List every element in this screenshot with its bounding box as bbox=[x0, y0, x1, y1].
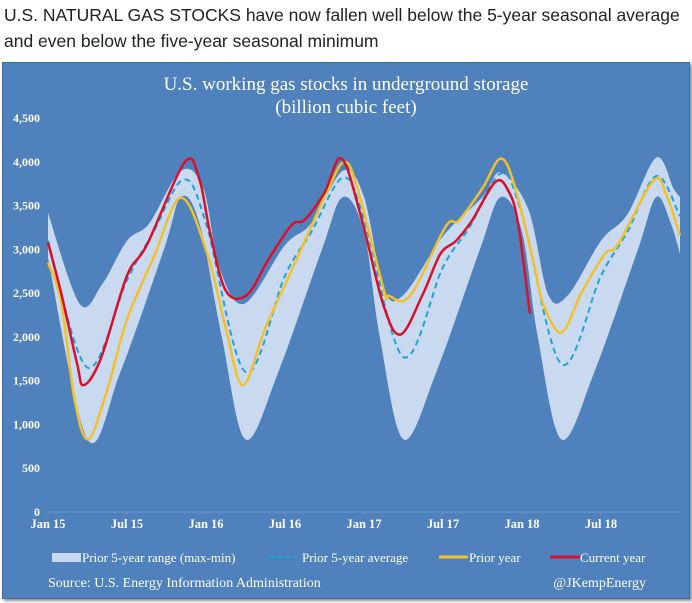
x-tick-label: Jul 17 bbox=[427, 517, 459, 531]
x-tick-label: Jan 15 bbox=[30, 517, 65, 531]
x-tick-label: Jul 16 bbox=[269, 517, 301, 531]
y-tick-label: 1,500 bbox=[13, 374, 40, 388]
y-tick-label: 1,000 bbox=[13, 417, 40, 431]
y-tick-label: 4,000 bbox=[13, 155, 40, 169]
credit-handle: @JKempEnergy bbox=[553, 576, 646, 591]
headline: U.S. NATURAL GAS STOCKS have now fallen … bbox=[4, 5, 680, 51]
x-tick-label: Jul 15 bbox=[111, 517, 143, 531]
x-tick-label: Jul 18 bbox=[585, 517, 617, 531]
y-tick-label: 2,500 bbox=[13, 286, 40, 300]
x-tick-label: Jan 16 bbox=[188, 517, 223, 531]
legend-label-prior-year: Prior year bbox=[469, 550, 521, 565]
chart-subtitle: (billion cubic feet) bbox=[275, 97, 416, 118]
x-tick-label: Jan 17 bbox=[346, 517, 381, 531]
legend-label-average: Prior 5-year average bbox=[302, 550, 408, 565]
range-band bbox=[48, 157, 680, 444]
x-tick-label: Jan 18 bbox=[504, 517, 539, 531]
y-tick-label: 500 bbox=[22, 461, 40, 475]
prior-year-line bbox=[46, 157, 682, 441]
chart-title: U.S. working gas stocks in underground s… bbox=[164, 74, 529, 95]
legend-swatch-range bbox=[52, 553, 81, 562]
y-tick-label: 4,500 bbox=[13, 111, 40, 125]
y-tick-label: 0 bbox=[34, 505, 40, 519]
legend-label-current-year: Current year bbox=[580, 550, 646, 565]
y-tick-label: 3,000 bbox=[13, 242, 40, 256]
source-note: Source: U.S. Energy Information Administ… bbox=[48, 576, 321, 591]
y-tick-label: 2,000 bbox=[13, 330, 40, 344]
current-year-line bbox=[46, 157, 532, 387]
y-tick-label: 3,500 bbox=[13, 199, 40, 213]
legend-label-range: Prior 5-year range (max-min) bbox=[82, 550, 235, 565]
